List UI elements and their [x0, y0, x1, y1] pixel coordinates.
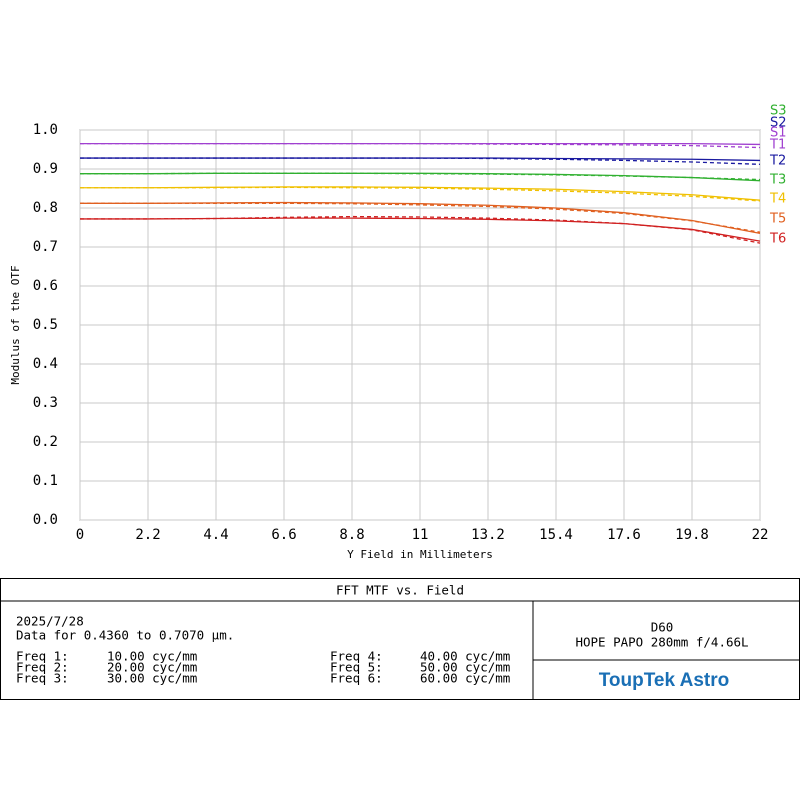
freq-label: Freq 2: [16, 660, 69, 675]
lens-detail: HOPE PAPO 280mm f/4.66L [575, 635, 748, 650]
series-label: T1 [769, 138, 786, 153]
mtf-line [80, 215, 761, 244]
freq-value: 30.00 cyc/mm [107, 671, 197, 686]
x-tick-label: 15.4 [539, 527, 573, 543]
freq-label: Freq 5: [330, 660, 383, 675]
lens-name: D60 [651, 620, 674, 635]
series-label: S3 [770, 104, 787, 119]
y-tick-label: 0.5 [33, 317, 58, 333]
x-tick-label: 11 [412, 527, 429, 543]
x-tick-label: 19.8 [675, 527, 709, 543]
y-tick-label: 0.1 [33, 473, 58, 489]
date: 2025/7/28 [16, 614, 84, 629]
freq-value: 10.00 cyc/mm [107, 649, 197, 664]
mtf-line [80, 202, 761, 233]
y-tick-label: 0.7 [33, 239, 58, 255]
y-tick-label: 0.0 [33, 512, 58, 528]
x-tick-label: 22 [752, 527, 769, 543]
freq-label: Freq 1: [16, 649, 69, 664]
data-range: Data for 0.4360 to 0.7070 µm. [16, 628, 234, 643]
y-tick-label: 0.8 [33, 200, 58, 216]
x-tick-label: 2.2 [135, 527, 160, 543]
freq-label: Freq 3: [16, 671, 69, 686]
x-tick-label: 0 [76, 527, 84, 543]
y-axis-label: Modulus of the OTF [9, 265, 22, 384]
freq-value: 60.00 cyc/mm [420, 671, 510, 686]
mtf-line [80, 157, 761, 165]
x-tick-label: 17.6 [607, 527, 641, 543]
series-label: S2 [770, 116, 787, 131]
x-tick-label: 4.4 [203, 527, 228, 543]
series-label: T5 [769, 212, 786, 227]
y-tick-label: 1.0 [33, 122, 58, 138]
y-tick-label: 0.4 [33, 356, 58, 372]
freq-value: 50.00 cyc/mm [420, 660, 510, 675]
freq-value: 40.00 cyc/mm [420, 649, 510, 664]
y-tick-label: 0.3 [33, 395, 58, 411]
series-label: T2 [769, 154, 786, 169]
series-label: T4 [769, 192, 786, 207]
logo: ToupTek Astro [599, 670, 730, 691]
chart-title: FFT MTF vs. Field [336, 583, 464, 598]
y-tick-label: 0.6 [33, 278, 58, 294]
series-label: T6 [769, 232, 786, 247]
freq-label: Freq 4: [330, 649, 383, 664]
freq-label: Freq 6: [330, 671, 383, 686]
y-tick-label: 0.2 [33, 434, 58, 450]
mtf-line [80, 172, 761, 181]
x-tick-label: 8.8 [339, 527, 364, 543]
freq-value: 20.00 cyc/mm [107, 660, 197, 675]
series-label: T3 [769, 173, 786, 188]
x-tick-label: 6.6 [271, 527, 296, 543]
mtf-line [80, 142, 761, 149]
mtf-line [80, 186, 761, 202]
x-tick-label: 13.2 [471, 527, 505, 543]
series-label: S1 [770, 126, 787, 141]
x-axis-label: Y Field in Millimeters [347, 548, 493, 561]
y-tick-label: 0.9 [33, 161, 58, 177]
